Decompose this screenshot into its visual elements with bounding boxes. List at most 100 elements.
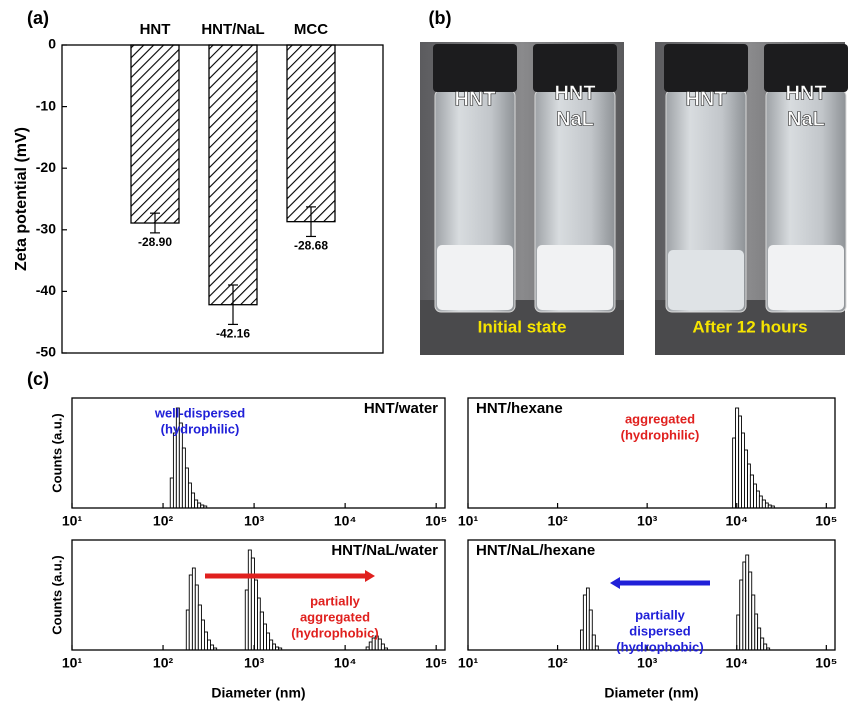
x-tick-label: 10⁵ bbox=[425, 513, 447, 529]
vial-cap bbox=[664, 44, 748, 92]
x-tick-label: 10² bbox=[547, 655, 568, 671]
histogram-bar bbox=[749, 474, 754, 509]
histogram-bar bbox=[757, 627, 762, 651]
histogram-bar bbox=[194, 584, 199, 651]
x-tick-label: 10³ bbox=[637, 513, 658, 529]
histogram-bar bbox=[197, 502, 202, 509]
x-tick-label: 10¹ bbox=[458, 513, 479, 529]
y-tick-label: -20 bbox=[36, 159, 56, 175]
annotation: partially bbox=[635, 607, 686, 622]
vial-cap bbox=[764, 44, 848, 92]
histogram-bar bbox=[187, 482, 192, 509]
value-label: -42.16 bbox=[216, 327, 250, 341]
y-axis-label: Counts (a.u.) bbox=[49, 555, 64, 634]
vial-label: HNT bbox=[554, 82, 595, 104]
histogram-bar bbox=[194, 499, 199, 509]
histogram-bar bbox=[591, 634, 596, 651]
vial-liquid bbox=[437, 245, 513, 310]
annotation: partially bbox=[310, 593, 361, 608]
y-tick-label: -30 bbox=[36, 221, 56, 237]
x-tick-label: 10¹ bbox=[62, 655, 83, 671]
plot-frame bbox=[467, 397, 836, 509]
vial-label: NaL bbox=[556, 108, 594, 130]
histogram-bar bbox=[247, 549, 252, 651]
histogram-bar bbox=[380, 643, 385, 651]
x-tick-label: 10⁴ bbox=[725, 513, 748, 529]
histogram-bar bbox=[250, 557, 255, 651]
value-label: -28.68 bbox=[294, 239, 328, 253]
histogram-bar bbox=[184, 467, 189, 509]
histogram-bar bbox=[210, 644, 215, 651]
panel-label: (c) bbox=[27, 369, 49, 389]
x-tick-label: 10⁴ bbox=[334, 513, 357, 529]
histogram-bar bbox=[761, 499, 766, 509]
annotation: well-dispersed bbox=[154, 405, 245, 420]
bar bbox=[286, 44, 336, 223]
arrow-head bbox=[365, 570, 375, 582]
category-label: HNT bbox=[140, 21, 171, 38]
arrow-head bbox=[610, 577, 620, 589]
y-tick-label: -10 bbox=[36, 97, 56, 113]
plot-frame bbox=[71, 397, 446, 509]
histogram-bar bbox=[259, 611, 264, 651]
x-tick-label: 10³ bbox=[244, 655, 265, 671]
panel-label: (b) bbox=[429, 8, 452, 28]
annotation: (hydrophilic) bbox=[621, 427, 700, 442]
panel-title: HNT/NaL/water bbox=[331, 542, 438, 559]
vial-cap bbox=[433, 44, 517, 92]
x-tick-label: 10² bbox=[153, 655, 174, 671]
x-axis-label: Diameter (nm) bbox=[211, 685, 305, 701]
annotation: (hydrophilic) bbox=[161, 421, 240, 436]
vial-label: HNT bbox=[685, 88, 726, 110]
annotation: (hydrophobic) bbox=[616, 639, 703, 654]
bar bbox=[208, 44, 258, 306]
y-axis-label: Zeta potential (mV) bbox=[13, 127, 30, 271]
plot-frame bbox=[71, 539, 446, 651]
annotation: aggregated bbox=[300, 609, 370, 624]
histogram-bar bbox=[254, 579, 258, 651]
category-label: HNT/NaL bbox=[201, 21, 264, 38]
histogram-bar bbox=[739, 579, 744, 651]
vial-liquid bbox=[537, 245, 613, 310]
photo-caption: Initial state bbox=[478, 317, 567, 336]
histogram-bar bbox=[197, 604, 202, 651]
plot-frame bbox=[467, 539, 836, 651]
y-tick-label: -40 bbox=[36, 282, 56, 298]
annotation: aggregated bbox=[625, 411, 695, 426]
x-tick-label: 10² bbox=[153, 513, 174, 529]
vial-label: HNT bbox=[454, 88, 495, 110]
x-tick-label: 10³ bbox=[244, 513, 265, 529]
y-tick-label: -50 bbox=[36, 344, 56, 360]
x-tick-label: 10⁵ bbox=[815, 513, 837, 529]
histogram-bar bbox=[735, 407, 740, 509]
x-tick-label: 10⁴ bbox=[725, 655, 748, 671]
histogram-bar bbox=[760, 637, 765, 651]
histogram-bar bbox=[200, 619, 205, 651]
y-tick-label: 0 bbox=[48, 36, 56, 52]
x-tick-label: 10¹ bbox=[458, 655, 479, 671]
histogram-bar bbox=[181, 447, 186, 509]
vial-liquid bbox=[768, 245, 844, 310]
vial-liquid bbox=[668, 250, 744, 310]
histogram-bar bbox=[190, 492, 196, 509]
histogram-bar bbox=[377, 638, 382, 651]
bar bbox=[130, 44, 180, 224]
histogram-bar bbox=[748, 571, 753, 651]
annotation: (hydrophobic) bbox=[291, 625, 378, 640]
histogram-bar bbox=[266, 632, 271, 651]
photo-caption: After 12 hours bbox=[692, 317, 807, 336]
histogram-bar bbox=[751, 594, 756, 651]
panel-title: HNT/NaL/hexane bbox=[476, 542, 595, 559]
histogram-bar bbox=[204, 631, 208, 651]
panel-title: HNT/hexane bbox=[476, 400, 563, 417]
histogram-bar bbox=[744, 449, 748, 509]
x-axis-label: Diameter (nm) bbox=[604, 685, 698, 701]
histogram-bar bbox=[244, 589, 249, 651]
histogram-bar bbox=[269, 639, 274, 651]
x-tick-label: 10³ bbox=[637, 655, 658, 671]
x-tick-label: 10¹ bbox=[62, 513, 83, 529]
y-axis-label: Counts (a.u.) bbox=[49, 413, 64, 492]
histogram-bar bbox=[188, 574, 193, 651]
annotation: dispersed bbox=[629, 623, 690, 638]
